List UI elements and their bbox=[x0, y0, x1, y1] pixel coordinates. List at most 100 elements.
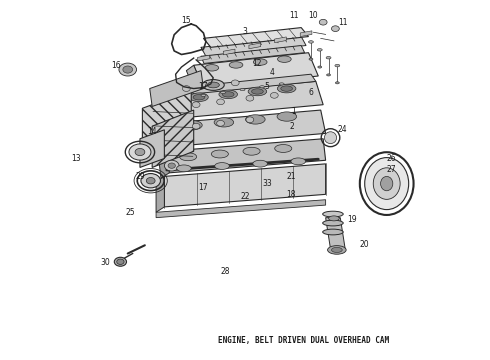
Ellipse shape bbox=[253, 160, 268, 167]
Ellipse shape bbox=[281, 86, 293, 91]
Text: 27: 27 bbox=[387, 165, 396, 174]
Ellipse shape bbox=[176, 165, 191, 172]
Text: 2: 2 bbox=[289, 122, 294, 131]
Ellipse shape bbox=[318, 66, 322, 68]
Text: 17: 17 bbox=[198, 183, 208, 192]
Ellipse shape bbox=[323, 211, 343, 217]
Ellipse shape bbox=[309, 41, 314, 43]
Polygon shape bbox=[159, 151, 169, 178]
Ellipse shape bbox=[205, 64, 219, 71]
Text: 15: 15 bbox=[182, 16, 191, 25]
Ellipse shape bbox=[129, 144, 151, 160]
Ellipse shape bbox=[335, 82, 339, 84]
Text: 18: 18 bbox=[287, 190, 296, 199]
Polygon shape bbox=[166, 123, 179, 151]
Polygon shape bbox=[156, 176, 164, 212]
Ellipse shape bbox=[207, 82, 220, 88]
Circle shape bbox=[217, 99, 224, 105]
Text: 10: 10 bbox=[309, 10, 318, 19]
Text: 25: 25 bbox=[125, 208, 135, 217]
Polygon shape bbox=[326, 218, 345, 249]
Text: 1: 1 bbox=[292, 107, 296, 116]
Circle shape bbox=[246, 117, 254, 123]
Text: 30: 30 bbox=[101, 258, 111, 267]
Ellipse shape bbox=[215, 163, 229, 170]
Text: ENGINE, BELT DRIVEN DUAL OVERHEAD CAM: ENGINE, BELT DRIVEN DUAL OVERHEAD CAM bbox=[218, 336, 389, 345]
Ellipse shape bbox=[229, 62, 243, 68]
Polygon shape bbox=[173, 94, 189, 123]
Circle shape bbox=[123, 66, 133, 73]
Text: 4: 4 bbox=[270, 68, 274, 77]
Ellipse shape bbox=[117, 259, 124, 265]
Circle shape bbox=[270, 93, 278, 98]
Ellipse shape bbox=[147, 177, 155, 184]
Text: 20: 20 bbox=[360, 240, 369, 249]
Ellipse shape bbox=[214, 118, 234, 127]
Ellipse shape bbox=[243, 147, 260, 155]
Polygon shape bbox=[143, 90, 191, 151]
Text: 19: 19 bbox=[348, 215, 357, 224]
Ellipse shape bbox=[324, 132, 337, 144]
Ellipse shape bbox=[245, 115, 265, 124]
Text: 21: 21 bbox=[287, 172, 296, 181]
Ellipse shape bbox=[219, 90, 238, 99]
Ellipse shape bbox=[323, 220, 343, 226]
Polygon shape bbox=[274, 37, 286, 42]
Text: 6: 6 bbox=[309, 87, 314, 96]
Circle shape bbox=[119, 63, 137, 76]
Polygon shape bbox=[197, 55, 209, 61]
Ellipse shape bbox=[318, 49, 322, 51]
Text: 17: 17 bbox=[198, 82, 208, 91]
Ellipse shape bbox=[190, 93, 208, 102]
Text: 13: 13 bbox=[72, 154, 81, 163]
Polygon shape bbox=[140, 130, 164, 167]
Text: 3: 3 bbox=[243, 27, 247, 36]
Circle shape bbox=[192, 102, 200, 108]
Ellipse shape bbox=[335, 64, 340, 67]
Ellipse shape bbox=[328, 246, 346, 254]
Text: 11: 11 bbox=[289, 10, 298, 19]
Ellipse shape bbox=[277, 56, 291, 62]
Ellipse shape bbox=[253, 59, 267, 65]
Polygon shape bbox=[164, 164, 326, 207]
Polygon shape bbox=[194, 53, 318, 89]
Ellipse shape bbox=[240, 89, 245, 91]
Polygon shape bbox=[156, 200, 326, 218]
Circle shape bbox=[217, 121, 224, 126]
Text: 11: 11 bbox=[338, 18, 347, 27]
Text: 16: 16 bbox=[111, 61, 121, 70]
Ellipse shape bbox=[326, 57, 331, 59]
Ellipse shape bbox=[183, 121, 202, 130]
Ellipse shape bbox=[331, 247, 342, 252]
Text: 28: 28 bbox=[220, 267, 230, 276]
Ellipse shape bbox=[211, 150, 228, 158]
Ellipse shape bbox=[248, 87, 267, 96]
Ellipse shape bbox=[323, 229, 343, 235]
Polygon shape bbox=[174, 110, 326, 146]
Ellipse shape bbox=[291, 158, 306, 165]
Ellipse shape bbox=[141, 174, 160, 188]
Polygon shape bbox=[181, 81, 323, 117]
Circle shape bbox=[331, 26, 339, 32]
Circle shape bbox=[231, 80, 239, 86]
Circle shape bbox=[182, 86, 190, 91]
Text: 29: 29 bbox=[135, 172, 145, 181]
Ellipse shape bbox=[114, 257, 126, 266]
Ellipse shape bbox=[201, 94, 206, 96]
Circle shape bbox=[207, 83, 215, 89]
Ellipse shape bbox=[327, 74, 331, 76]
Text: 5: 5 bbox=[265, 82, 270, 91]
Ellipse shape bbox=[277, 84, 296, 93]
Ellipse shape bbox=[222, 92, 234, 97]
Ellipse shape bbox=[135, 148, 145, 156]
Text: 22: 22 bbox=[240, 192, 250, 201]
Text: 12: 12 bbox=[252, 59, 262, 68]
Circle shape bbox=[192, 123, 200, 129]
Circle shape bbox=[319, 19, 327, 25]
Text: 24: 24 bbox=[338, 125, 347, 134]
Ellipse shape bbox=[279, 83, 284, 85]
Ellipse shape bbox=[260, 86, 265, 88]
Polygon shape bbox=[201, 45, 305, 63]
Circle shape bbox=[246, 95, 254, 101]
Ellipse shape bbox=[168, 163, 175, 168]
